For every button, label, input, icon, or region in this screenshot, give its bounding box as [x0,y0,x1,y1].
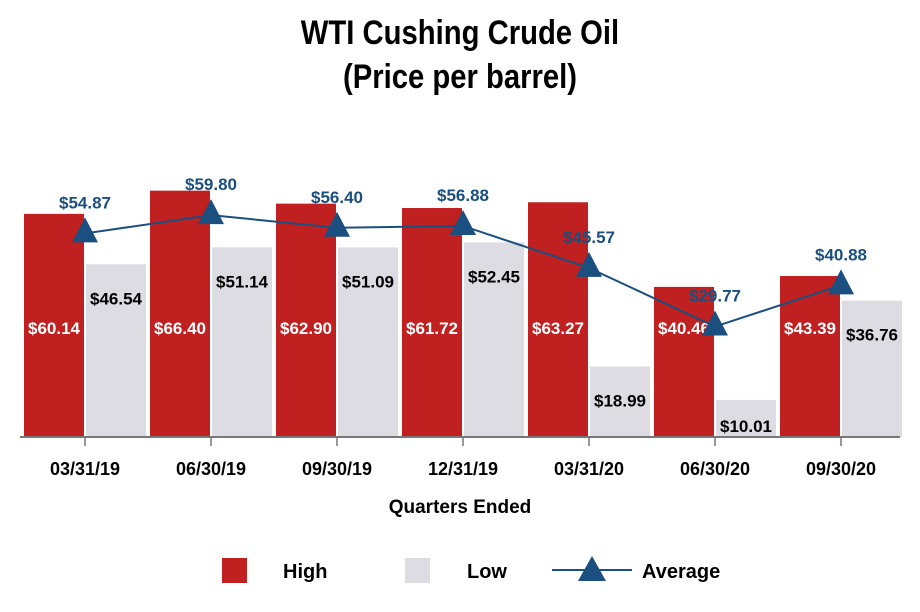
average-label: $59.80 [185,175,237,194]
average-point [702,310,728,336]
average-point [576,251,602,277]
legend-marker-average [578,556,606,581]
bar-label-low: $52.45 [468,267,520,286]
bar-high [654,286,714,437]
average-label: $54.87 [59,193,111,212]
bar-label-low: $36.76 [846,326,898,345]
x-tick-label: 06/30/20 [680,459,750,479]
bar-label-high: $61.72 [406,319,458,338]
bar-low [212,247,272,437]
bar-high [150,190,210,437]
bar-label-high: $60.14 [28,319,81,338]
legend-label-high: High [283,561,327,583]
bar-high [780,276,840,437]
x-tick-label: 03/31/20 [554,459,624,479]
average-label: $45.57 [563,228,615,247]
x-tick-label: 06/30/19 [176,459,246,479]
average-point [198,199,224,225]
x-tick-label: 09/30/19 [302,459,372,479]
bar-label-low: $10.01 [720,417,772,436]
bar-high [24,213,84,437]
chart-title: WTI Cushing Crude Oil [300,14,620,52]
bar-label-high: $43.39 [784,319,836,338]
bar-low [716,399,776,437]
average-label: $29.77 [689,287,741,306]
bar-low [86,264,146,437]
x-tick-label: 12/31/19 [428,459,498,479]
average-label: $56.88 [437,186,489,205]
x-tick-label: 03/31/19 [50,459,120,479]
legend-label-low: Low [467,561,507,583]
bar-high [528,202,588,437]
average-point [72,217,98,243]
average-point [450,209,476,235]
bar-low [338,247,398,437]
bar-low [842,300,902,437]
bar-label-high: $63.27 [532,319,584,338]
bar-label-low: $46.54 [90,289,143,308]
legend-swatch-high [222,558,247,583]
bar-low [590,366,650,437]
average-label: $40.88 [815,245,867,264]
legend-label-average: Average [642,561,720,583]
bar-high [402,208,462,437]
bar-label-low: $51.09 [342,272,394,291]
bar-label-low: $51.14 [216,272,269,291]
legend: High Low Average [222,556,720,583]
bar-label-high: $66.40 [154,319,206,338]
bar-low [464,242,524,437]
chart-subtitle: (Price per barrel) [342,58,578,96]
average-label: $56.40 [311,188,363,207]
bar-label-low: $18.99 [594,392,646,411]
x-axis-title: Quarters Ended [389,497,532,518]
legend-swatch-low [405,558,430,583]
average-point [324,211,350,237]
bar-label-high: $62.90 [280,319,332,338]
x-tick-label: 09/30/20 [806,459,876,479]
average-point [828,269,854,295]
bar-high [276,203,336,437]
bar-label-high: $40.46 [658,319,710,338]
